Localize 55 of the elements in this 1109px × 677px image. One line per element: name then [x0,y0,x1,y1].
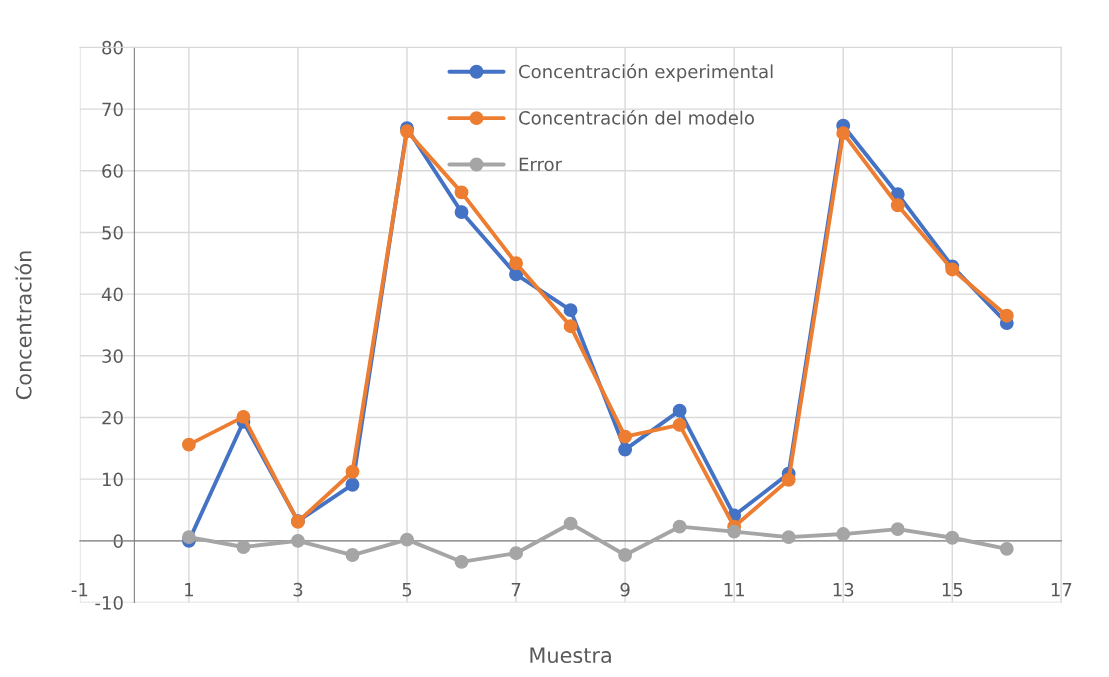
x-axis-title: Muestra [530,647,611,664]
point [618,548,633,562]
y-tick-label: 40 [101,287,123,302]
x-tick-label: 9 [620,582,630,597]
point [618,429,633,444]
point [509,256,523,271]
y-axis-title: Concentración [14,251,32,400]
point [672,519,687,534]
point [781,530,796,545]
point [563,319,578,334]
point [672,403,687,418]
point [836,126,851,141]
x-tick-label: 5 [402,583,412,597]
point [945,530,960,545]
y-tick-label: 20 [102,410,123,425]
x-tick-label: 13 [833,582,854,597]
point [999,541,1014,556]
point [509,546,523,561]
point [454,185,469,200]
y-tick-label: 50 [102,225,123,240]
legend-label: Error [519,157,563,172]
point [345,548,360,562]
x-tick-label: 7 [511,583,521,597]
point [236,409,251,424]
x-tick-label: 11 [724,583,744,597]
point [890,198,905,213]
x-tick-label: -1 [71,583,88,597]
point [672,417,687,432]
y-tick-label: 70 [102,102,123,117]
point [727,524,742,539]
point [454,554,469,569]
point [345,477,360,492]
point [563,516,578,531]
x-tick-label: 1 [185,583,193,597]
x-tick-label: 15 [942,583,963,597]
point [400,532,414,547]
legend-label: Concentración del modelo [519,110,754,125]
point [345,464,360,479]
point [890,522,905,537]
point [563,303,578,318]
point [454,205,469,220]
y-tick-label: 10 [102,472,123,487]
point [181,437,196,452]
y-tick-label: 30 [102,349,123,363]
y-tick-label: 60 [102,164,123,178]
point [836,527,851,542]
point [999,308,1014,323]
y-tick-label: -10 [95,595,123,610]
x-tick-label: 3 [293,582,303,597]
legend-label: Concentración experimental [519,63,773,82]
point [291,533,305,548]
point [618,442,633,457]
point [781,472,796,487]
x-tick-label: 17 [1051,583,1072,597]
point [236,540,251,554]
